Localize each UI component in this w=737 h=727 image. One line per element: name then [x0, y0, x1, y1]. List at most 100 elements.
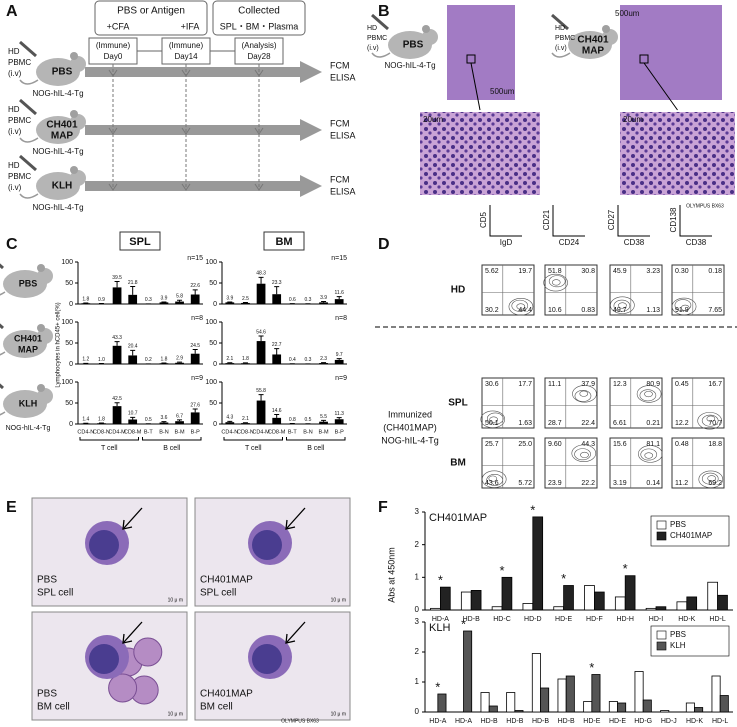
arrow-head — [108, 127, 118, 135]
legend-swatch — [656, 641, 667, 651]
pointer-head — [285, 633, 296, 644]
mouse-body — [3, 330, 47, 358]
label: SPL — [448, 398, 467, 409]
label: 1.2 — [82, 357, 89, 363]
contour — [548, 275, 566, 288]
error-bar — [274, 414, 280, 418]
x-tick-label: CD8-N — [93, 429, 110, 435]
x-tick-label: B-N — [303, 429, 313, 435]
x-tick-label: CD4-M — [108, 429, 126, 435]
axis-glyph — [679, 205, 712, 237]
mouse-ear — [70, 166, 78, 174]
label: 1.8 — [242, 356, 249, 362]
label: 2.5 — [242, 296, 249, 302]
bar — [272, 354, 282, 364]
bar — [439, 586, 451, 611]
label: PBS — [37, 689, 57, 700]
x-tick-label: HD-H — [616, 616, 634, 623]
label: (Immune) — [169, 41, 204, 50]
group-bracket — [286, 437, 346, 441]
mouse-body — [36, 116, 80, 144]
label: 10 μ m — [168, 597, 183, 603]
contour — [636, 385, 662, 403]
label: HD — [8, 105, 20, 114]
label: SPL・BM・Plasma — [220, 21, 299, 31]
x-tick-label: HD-K — [678, 616, 695, 623]
contour — [488, 475, 498, 482]
bar — [190, 294, 200, 304]
label: 50 — [65, 400, 73, 407]
label: 0.45 — [675, 381, 689, 388]
label: 15.6 — [613, 441, 627, 448]
label: 1.13 — [646, 307, 660, 314]
label: 0.9 — [98, 297, 105, 303]
label: KLH — [429, 622, 450, 634]
label: 3.19 — [613, 480, 627, 487]
bar — [591, 674, 601, 713]
contour — [574, 390, 592, 402]
bar — [190, 412, 200, 424]
x-tick-label: B-N — [159, 429, 169, 435]
bar — [608, 701, 618, 713]
label: 100 — [61, 379, 73, 386]
label: 0 — [213, 301, 217, 308]
significance: * — [530, 502, 535, 517]
arrow-head — [254, 69, 264, 77]
x-tick-label: HD-B — [481, 718, 498, 725]
mouse-ear — [70, 110, 78, 118]
label: (CH401MAP) — [383, 422, 437, 432]
x-tick-label: B-M — [175, 429, 186, 435]
label: 10 μ m — [331, 597, 346, 603]
mouse-ear — [70, 52, 78, 60]
label: CH401MAP — [429, 512, 487, 524]
label: 4.3 — [226, 415, 233, 421]
pointer-head — [122, 633, 133, 644]
x-tick-label: HD-B — [532, 718, 549, 725]
contour — [613, 299, 631, 312]
label: 16.7 — [708, 381, 722, 388]
x-tick-label: HD-B — [558, 718, 575, 725]
label: 0.8 — [289, 417, 296, 423]
legend-swatch — [656, 630, 667, 640]
label: 27.6 — [190, 402, 200, 408]
flow-plot — [609, 437, 663, 489]
label: Day14 — [174, 52, 198, 61]
syringe — [19, 98, 37, 116]
label: 0.5 — [145, 417, 152, 423]
bar — [522, 603, 534, 611]
label: CH401MAP — [200, 689, 253, 700]
mouse-ear — [37, 264, 45, 272]
bar — [614, 596, 626, 611]
bar — [190, 353, 200, 364]
bar — [617, 702, 627, 713]
contour — [610, 296, 635, 314]
label: NOG-hIL-4-Tg — [32, 203, 83, 212]
label: SPL cell — [37, 588, 73, 599]
label: 3 — [415, 617, 420, 626]
label: C — [6, 236, 18, 253]
group-bracket — [142, 437, 202, 441]
legend-label: PBS — [670, 520, 686, 529]
label: 1.8 — [160, 356, 167, 362]
significance: * — [561, 571, 566, 586]
contour — [508, 297, 534, 316]
label: BM cell — [200, 702, 233, 713]
label: 11.2 — [675, 480, 688, 487]
bar — [480, 692, 490, 713]
bar — [175, 362, 184, 364]
bar — [463, 630, 473, 713]
mouse-tail — [0, 291, 6, 296]
label: 5.62 — [485, 268, 499, 275]
contour — [644, 452, 654, 459]
x-tick-label: HD-L — [709, 616, 725, 623]
label: CD138 — [669, 207, 678, 232]
histology-overview — [447, 5, 515, 100]
histology-overview — [620, 5, 722, 100]
label: 500um — [615, 9, 640, 18]
mouse-tail — [19, 79, 39, 85]
label: 20um — [423, 115, 443, 124]
label: FCM — [330, 118, 350, 128]
syringe — [19, 40, 37, 58]
x-tick-label: CD8-M — [268, 429, 286, 435]
